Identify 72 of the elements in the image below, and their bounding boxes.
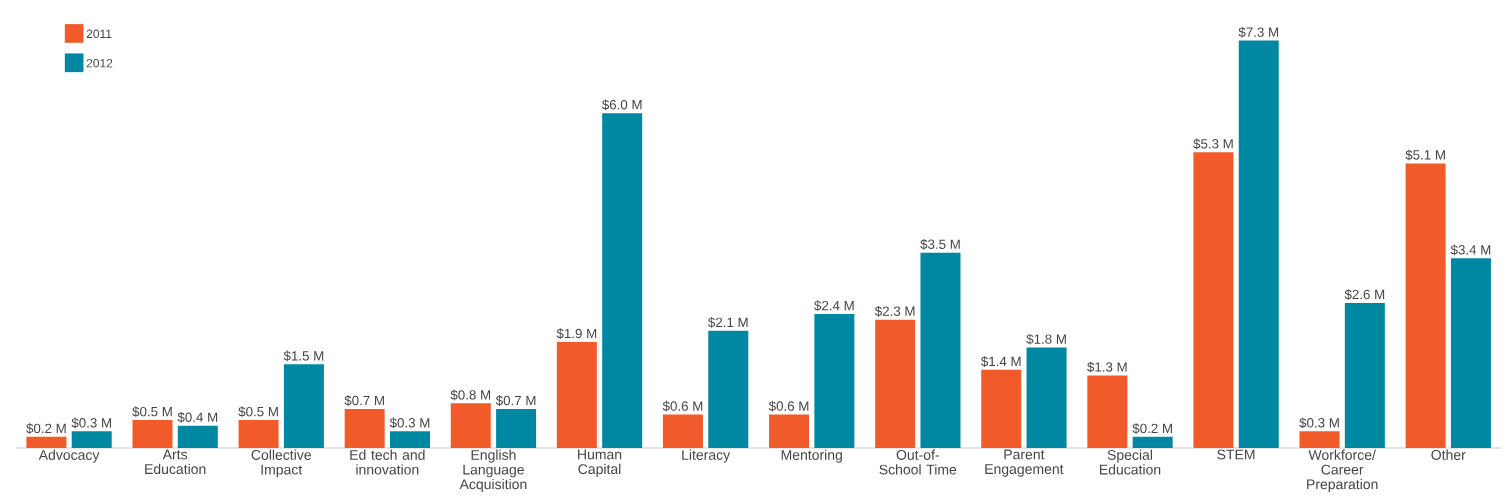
data-label: $0.3 M [389, 417, 430, 429]
bar [662, 414, 703, 448]
data-label: $5.1 M [1405, 149, 1445, 161]
x-tick-label: Mentoring [781, 449, 842, 463]
bar [177, 425, 218, 448]
x-tick-label: Human Capital [578, 449, 622, 477]
bar [814, 314, 855, 448]
data-label: $1.9 M [556, 328, 597, 340]
bar [1026, 347, 1067, 448]
data-label: $0.8 M [450, 389, 491, 401]
data-label: $0.6 M [662, 400, 703, 412]
data-label: $5.3 M [1193, 138, 1233, 150]
data-label: $0.7 M [344, 395, 384, 406]
bar [283, 364, 324, 448]
x-tick-label: Other [1431, 449, 1466, 460]
bar [769, 414, 810, 448]
bar [920, 252, 961, 448]
bar [708, 330, 749, 448]
bar [556, 341, 597, 448]
bar [1087, 375, 1128, 448]
data-label: $0.2 M [26, 423, 66, 434]
data-label: $0.4 M [177, 411, 218, 423]
bar [132, 420, 173, 448]
legend-label: 2012 [86, 58, 113, 68]
bar [71, 431, 112, 448]
x-tick-label: Special Education [1100, 449, 1161, 475]
bar [602, 113, 643, 448]
data-label: $3.4 M [1450, 244, 1491, 256]
data-label: $1.8 M [1026, 333, 1066, 345]
bar [1405, 163, 1446, 448]
data-label: $6.0 M [601, 99, 642, 111]
bar [1238, 40, 1279, 448]
data-label: $2.3 M [874, 305, 915, 317]
data-label: $2.4 M [814, 300, 854, 312]
data-label: $1.3 M [1087, 361, 1127, 373]
bar [1299, 431, 1340, 448]
data-label: $2.1 M [708, 317, 748, 328]
x-tick-label: STEM [1217, 449, 1255, 460]
data-label: $0.5 M [132, 406, 172, 418]
x-tick-label: Parent Engagement [985, 449, 1064, 477]
bar [450, 403, 491, 448]
x-tick-label: Ed tech and innovation [350, 449, 425, 475]
bar [1344, 302, 1385, 448]
data-label: $0.5 M [238, 406, 278, 418]
bar [344, 408, 385, 448]
data-label: $1.4 M [981, 356, 1021, 367]
x-tick-label: Arts Education [145, 449, 206, 475]
bar [981, 369, 1022, 448]
data-label: $2.6 M [1344, 289, 1385, 300]
data-label: $0.2 M [1132, 423, 1172, 434]
data-label: $0.3 M [71, 417, 111, 429]
bar [1193, 152, 1234, 448]
bar [26, 436, 67, 448]
data-label: $0.6 M [768, 400, 809, 412]
x-tick-label: Collective Impact [251, 449, 311, 478]
data-label: $0.7 M [495, 395, 536, 406]
x-tick-label: Literacy [682, 449, 731, 463]
bar [1132, 436, 1173, 448]
bar [390, 431, 430, 448]
x-tick-label: Advocacy [38, 449, 100, 463]
data-label: $7.3 M [1238, 26, 1279, 38]
x-tick-label: Workforce/ Career Preparation [1307, 449, 1378, 492]
x-tick-label: Out-of-School Time [879, 449, 957, 475]
data-label: $3.5 M [920, 238, 960, 250]
x-tick-label: English Language Acquisition [459, 449, 527, 492]
bar [238, 420, 279, 448]
bar [496, 408, 537, 448]
bar [875, 319, 916, 448]
data-label: $0.3 M [1299, 417, 1339, 429]
data-label: $1.5 M [283, 350, 324, 362]
legend-label: 2011 [86, 29, 112, 39]
bar [1450, 258, 1491, 448]
